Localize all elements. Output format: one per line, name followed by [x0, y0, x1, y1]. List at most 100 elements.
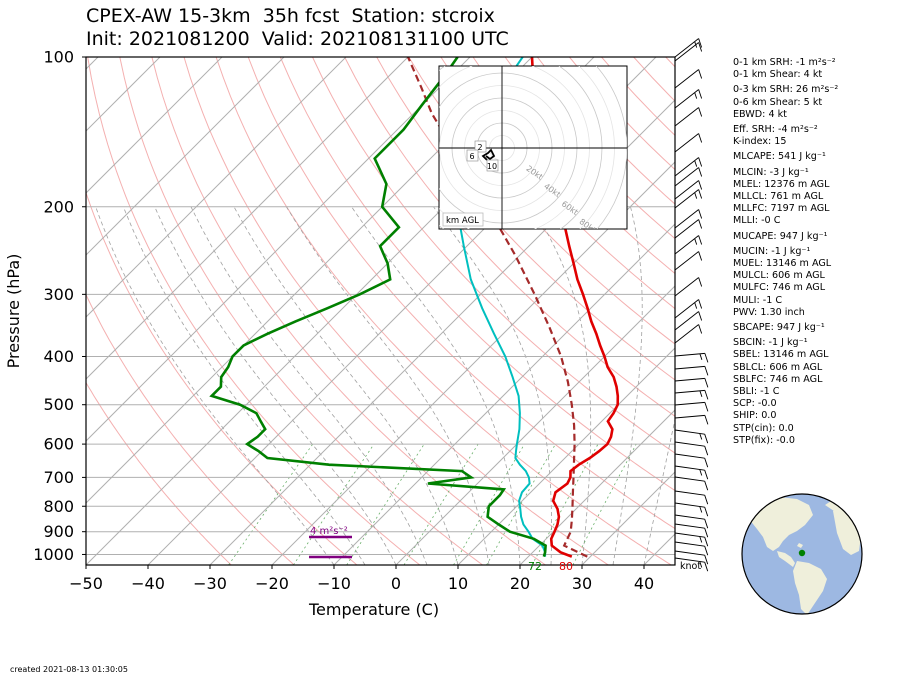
- wind-barb-flag: [698, 311, 703, 321]
- wind-barb-flag: [704, 470, 709, 480]
- dry-adiabat: [665, 57, 675, 68]
- globe-outline: [741, 493, 863, 615]
- y-tick-label: 700: [43, 468, 74, 487]
- wind-barb-half-flag: [699, 561, 703, 568]
- wind-barb: [674, 490, 709, 505]
- stat-ship: SHIP: 0.0: [733, 410, 777, 422]
- wind-barb: [674, 523, 709, 538]
- y-tick-label: 200: [43, 197, 74, 216]
- wind-barb-half-flag: [694, 160, 698, 167]
- wind-barb-shaft: [674, 157, 699, 177]
- stat-srh-1km: 0-1 km SRH: -1 m²s⁻²: [733, 57, 836, 68]
- dewpoint-profile-line: [209, 57, 547, 557]
- wind-barb-flag: [704, 390, 709, 400]
- isotherm-line: [706, 57, 735, 565]
- wind-barb: [674, 324, 703, 344]
- wind-barb-flag: [704, 458, 709, 468]
- isotherm-line: [519, 409, 675, 565]
- stat-mucin: MUCIN: -1 J kg⁻¹: [733, 245, 811, 257]
- moist-adiabat: [95, 206, 335, 565]
- isotherm-line: [457, 347, 675, 565]
- stat-sbli: SBLI: -1 C: [733, 386, 780, 398]
- stat-stp-cin: STP(cin): 0.0: [733, 422, 794, 434]
- stat-mllcl: MLLCL: 761 m AGL: [733, 191, 824, 203]
- location-globe: [741, 493, 863, 615]
- wind-barb-flag: [704, 434, 709, 444]
- wind-barb: [674, 532, 709, 547]
- wind-barb: [674, 69, 703, 89]
- stat-ebwd: EBWD: 4 kt: [733, 108, 787, 120]
- srh-label: 4 m²s⁻²: [310, 526, 348, 537]
- wind-barb-flag: [704, 446, 709, 456]
- dry-adiabat: [86, 191, 358, 565]
- stat-mlcin: MLCIN: -3 J kg⁻¹: [733, 166, 809, 178]
- stat-k-index: K-index: 15: [733, 136, 787, 148]
- plot-frame: [85, 56, 676, 566]
- stat-mlel: MLEL: 12376 m AGL: [733, 178, 830, 190]
- wind-barb-half-flag: [699, 390, 703, 397]
- stat-mucape: MUCAPE: 947 J kg⁻¹: [733, 230, 828, 242]
- y-tick-label: 1000: [33, 545, 74, 564]
- wind-barb: [674, 38, 703, 58]
- hodograph-height-marker: 2: [474, 140, 487, 153]
- dry-adiabat: [408, 57, 675, 345]
- y-axis-label: Pressure (hPa): [4, 254, 23, 369]
- dry-adiabat: [376, 57, 675, 381]
- dry-adiabat: [440, 57, 675, 310]
- wind-barb-shaft: [674, 107, 699, 127]
- x-tick-label: 0: [391, 574, 401, 593]
- wind-barb-flag: [704, 507, 709, 517]
- wind-barb: [674, 557, 709, 572]
- wind-barb-flag: [704, 353, 709, 363]
- hodograph-height-label: 6: [469, 152, 474, 161]
- wind-barb: [674, 401, 709, 412]
- dry-adiabat: [698, 57, 735, 565]
- wind-barb: [674, 550, 709, 565]
- dry-adiabat: [151, 57, 546, 565]
- wind-barb-half-flag: [699, 469, 703, 476]
- wind-barb-shaft: [674, 401, 705, 406]
- hodograph-height-marker: 6: [466, 149, 479, 162]
- stat-mulfc: MULFC: 746 m AGL: [733, 282, 826, 294]
- dry-adiabat: [119, 57, 483, 565]
- wind-barb: [674, 311, 703, 331]
- stat-pwv: PWV: 1.30 inch: [733, 306, 805, 318]
- wind-barb-shaft: [674, 251, 699, 271]
- dry-adiabat: [86, 381, 232, 565]
- dry-adiabat: [344, 57, 675, 417]
- wind-barb: [674, 133, 703, 153]
- x-tick-label: −40: [131, 574, 165, 593]
- wind-barb: [674, 429, 709, 444]
- stat-eff-srh: Eff. SRH: -4 m²s⁻²: [733, 124, 818, 136]
- wind-barb-half-flag: [699, 536, 703, 543]
- wind-barb-shaft: [674, 324, 699, 344]
- wind-barb-flag: [698, 235, 703, 245]
- hodograph-label-box: km AGL: [442, 212, 484, 227]
- wind-barb-shaft: [674, 219, 699, 239]
- isotherm-line: [86, 57, 161, 132]
- dry-adiabat: [86, 293, 295, 565]
- wind-barb-shaft: [674, 476, 705, 482]
- wind-barb-shaft: [674, 69, 699, 89]
- surface-temperature-label: 80: [559, 560, 573, 573]
- wind-barb-shaft: [674, 180, 699, 200]
- wind-unit-label: knot: [680, 561, 701, 572]
- wind-barb: [674, 476, 709, 491]
- wind-barb-flag: [698, 324, 703, 334]
- stat-sbcape: SBCAPE: 947 J kg⁻¹: [733, 322, 825, 334]
- wind-barb-shaft: [674, 167, 699, 187]
- stat-shear-6km: 0-6 km Shear: 5 kt: [733, 96, 823, 108]
- hodograph-marker-box: [466, 149, 479, 162]
- wind-barb-shaft: [674, 550, 705, 556]
- chart-subtitle: Init: 2021081200 Valid: 202108131100 UTC: [86, 28, 509, 50]
- hodograph-axis-label: km AGL: [446, 216, 479, 226]
- moist-adiabat: [286, 206, 490, 565]
- wind-barb: [674, 251, 703, 271]
- stat-shear-1km: 0-1 km Shear: 4 kt: [733, 69, 823, 81]
- y-tick-label: 300: [43, 285, 74, 304]
- wind-barb: [674, 209, 703, 229]
- stat-sbcin: SBCIN: -1 J kg⁻¹: [733, 337, 808, 349]
- dry-adiabat: [87, 57, 421, 565]
